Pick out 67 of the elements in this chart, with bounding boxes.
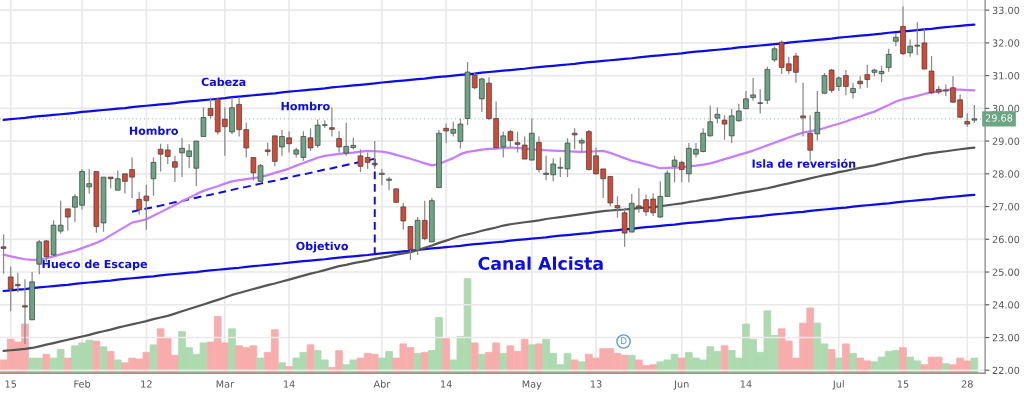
bar [149,344,158,374]
y-tick-label: 25.00 [992,268,1020,276]
annotation: Objetivo [296,241,349,253]
candlestick [885,48,892,73]
x-tick-label: 15 [5,380,17,388]
candlestick [757,88,764,115]
x-tick-label: 28 [961,380,973,388]
annotation: Cabeza [201,77,246,87]
annotation: Hueco de Escape [42,259,148,271]
bar [306,344,315,374]
ref-line-label: 29.68 [985,114,1013,122]
annotation: Isla de reversión [752,158,856,168]
annotation: D [620,337,627,344]
candlestick [0,233,7,275]
x-tick-label: 14 [283,380,295,388]
x-tick-label: Mar [216,380,235,388]
annotation: Canal Alcista [478,256,603,270]
bar [228,328,236,374]
y-tick-label: 22.00 [992,366,1020,375]
line-series [2,23,976,121]
candlestick [172,155,178,183]
annotation: Hombro [129,126,178,135]
candlestick [150,156,157,197]
y-tick-label: 28.00 [992,170,1020,178]
y-tick-label: 29.00 [992,137,1020,145]
y-tick-label: 27.00 [992,203,1020,211]
bar [442,337,450,374]
y-tick-label: 24.00 [992,301,1020,309]
candlestick [864,64,871,89]
y-tick-label: 26.00 [992,235,1020,244]
x-tick-label: 14 [441,380,452,388]
x-tick-label: 15 [897,380,909,388]
line-series [2,146,976,353]
candlestick [386,176,392,191]
x-tick-label: 12 [141,380,152,388]
x-tick-label: Jun [673,380,689,390]
candlestick [200,106,207,138]
candlestick [971,104,978,124]
bar [899,347,907,374]
x-tick-label: 13 [590,380,602,388]
bar [99,346,108,374]
bar [470,342,479,374]
candlestick [371,140,378,170]
x-tick-label: 14 [740,380,752,388]
x-tick-label: May [522,380,542,390]
y-tick-label: 31.00 [992,72,1020,80]
bar [92,340,101,374]
candlestick [400,202,407,231]
candlestick [571,127,578,150]
x-tick-label: Jul [832,380,844,390]
x-tick-label: Abr [373,380,391,388]
y-tick-label: 32.00 [992,39,1020,47]
y-tick-label: 23.00 [992,333,1020,342]
candlestick [614,195,621,219]
annotation: Hombro [281,101,330,111]
x-tick-label: Feb [74,380,91,388]
candlestick [800,82,806,138]
bar [970,357,979,374]
candlestick [329,106,335,138]
candlestick [379,168,385,186]
bar [720,345,729,374]
y-tick-label: 30.00 [992,104,1020,113]
candlestick [850,82,856,100]
bar [842,343,850,374]
candlestick [65,208,71,232]
y-tick-label: 33.00 [992,6,1020,14]
candlestick [750,77,756,102]
